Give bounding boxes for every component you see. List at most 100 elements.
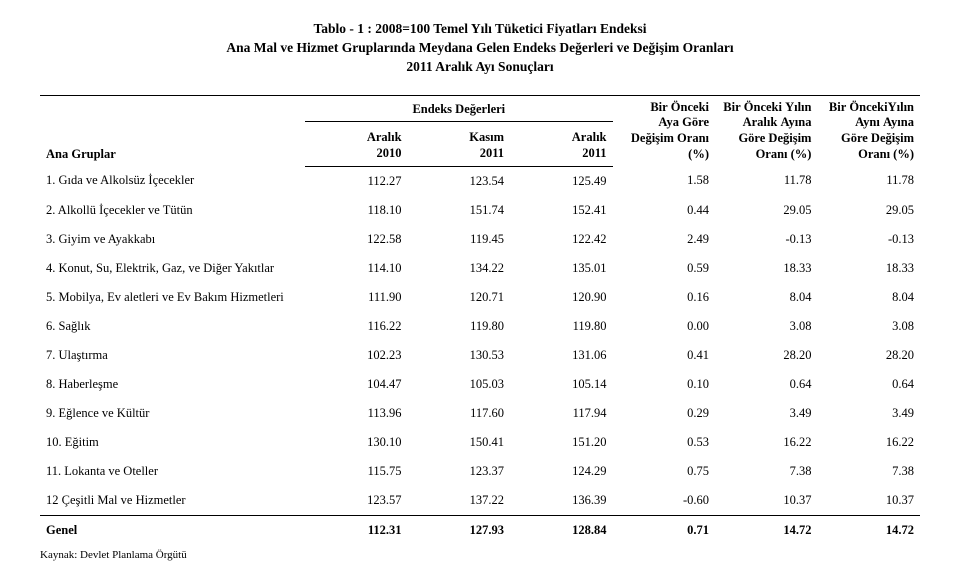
col-groups: Ana Gruplar (46, 147, 116, 161)
cell: 16.22 (715, 428, 817, 457)
cell: 128.84 (510, 515, 612, 545)
title-line-1: Tablo - 1 : 2008=100 Temel Yılı Tüketici… (40, 20, 920, 39)
row-label: 7. Ulaştırma (40, 341, 305, 370)
table-row: 10. Eğitim130.10150.41151.200.5316.2216.… (40, 428, 920, 457)
cell: 1.58 (613, 166, 715, 196)
cell: 151.20 (510, 428, 612, 457)
col2: Kasım2011 (408, 122, 510, 166)
table-row: 1. Gıda ve Alkolsüz İçecekler112.27123.5… (40, 166, 920, 196)
cell: -0.13 (817, 225, 920, 254)
row-label: 12 Çeşitli Mal ve Hizmetler (40, 486, 305, 516)
cell: 7.38 (715, 457, 817, 486)
cell: 0.29 (613, 399, 715, 428)
cell: 105.03 (408, 370, 510, 399)
total-row: Genel112.31127.93128.840.7114.7214.72 (40, 515, 920, 545)
cell: 28.20 (715, 341, 817, 370)
col4: Bir ÖncekiAya GöreDeğişim Oranı(%) (613, 95, 715, 166)
cell: 151.74 (408, 196, 510, 225)
table-body: 1. Gıda ve Alkolsüz İçecekler112.27123.5… (40, 166, 920, 545)
cell: 0.75 (613, 457, 715, 486)
cell: 29.05 (715, 196, 817, 225)
col-index-values: Endeks Değerleri (412, 102, 505, 116)
cell: 119.80 (510, 312, 612, 341)
cell: 123.57 (305, 486, 407, 516)
row-label: 5. Mobilya, Ev aletleri ve Ev Bakım Hizm… (40, 283, 305, 312)
cell: 137.22 (408, 486, 510, 516)
cell: 16.22 (817, 428, 920, 457)
cell: 3.08 (817, 312, 920, 341)
col1: Aralık2010 (305, 122, 407, 166)
cell: 135.01 (510, 254, 612, 283)
table-row: 8. Haberleşme104.47105.03105.140.100.640… (40, 370, 920, 399)
cell: 3.49 (817, 399, 920, 428)
cell: 18.33 (817, 254, 920, 283)
cell: 0.44 (613, 196, 715, 225)
cell: 7.38 (817, 457, 920, 486)
cell: 134.22 (408, 254, 510, 283)
row-label: 2. Alkollü İçecekler ve Tütün (40, 196, 305, 225)
cell: 115.75 (305, 457, 407, 486)
cell: 0.64 (817, 370, 920, 399)
cell: 29.05 (817, 196, 920, 225)
cell: 104.47 (305, 370, 407, 399)
table-row: 9. Eğlence ve Kültür113.96117.60117.940.… (40, 399, 920, 428)
cell: 120.71 (408, 283, 510, 312)
cell: 0.53 (613, 428, 715, 457)
table-row: 4. Konut, Su, Elektrik, Gaz, ve Diğer Ya… (40, 254, 920, 283)
cell: 117.60 (408, 399, 510, 428)
table-row: 7. Ulaştırma102.23130.53131.060.4128.202… (40, 341, 920, 370)
cell: 118.10 (305, 196, 407, 225)
row-label: 3. Giyim ve Ayakkabı (40, 225, 305, 254)
table-row: 6. Sağlık116.22119.80119.800.003.083.08 (40, 312, 920, 341)
title-block: Tablo - 1 : 2008=100 Temel Yılı Tüketici… (40, 20, 920, 77)
cell: 8.04 (817, 283, 920, 312)
table-row: 3. Giyim ve Ayakkabı122.58119.45122.422.… (40, 225, 920, 254)
title-line-2: Ana Mal ve Hizmet Gruplarında Meydana Ge… (40, 39, 920, 58)
row-label: 10. Eğitim (40, 428, 305, 457)
cell: 102.23 (305, 341, 407, 370)
col3: Aralık2011 (510, 122, 612, 166)
table-row: 5. Mobilya, Ev aletleri ve Ev Bakım Hizm… (40, 283, 920, 312)
table-row: 2. Alkollü İçecekler ve Tütün118.10151.7… (40, 196, 920, 225)
source-note: Kaynak: Devlet Planlama Örgütü (40, 549, 920, 561)
cell: 112.27 (305, 166, 407, 196)
cell: 10.37 (715, 486, 817, 516)
cell: 123.54 (408, 166, 510, 196)
cell: 130.10 (305, 428, 407, 457)
row-label: 8. Haberleşme (40, 370, 305, 399)
cell: 124.29 (510, 457, 612, 486)
cell: 136.39 (510, 486, 612, 516)
cell: -0.13 (715, 225, 817, 254)
cell: 116.22 (305, 312, 407, 341)
row-label: 6. Sağlık (40, 312, 305, 341)
cell: 0.59 (613, 254, 715, 283)
row-label: 11. Lokanta ve Oteller (40, 457, 305, 486)
cell: 8.04 (715, 283, 817, 312)
cell: 152.41 (510, 196, 612, 225)
row-label: 4. Konut, Su, Elektrik, Gaz, ve Diğer Ya… (40, 254, 305, 283)
title-line-3: 2011 Aralık Ayı Sonuçları (40, 58, 920, 77)
cell: 14.72 (817, 515, 920, 545)
cell: 3.08 (715, 312, 817, 341)
cell: 125.49 (510, 166, 612, 196)
cell: 0.64 (715, 370, 817, 399)
table-row: 11. Lokanta ve Oteller115.75123.37124.29… (40, 457, 920, 486)
cell: 131.06 (510, 341, 612, 370)
cell: 120.90 (510, 283, 612, 312)
cell: 114.10 (305, 254, 407, 283)
cell: 127.93 (408, 515, 510, 545)
cell: 28.20 (817, 341, 920, 370)
row-label: 1. Gıda ve Alkolsüz İçecekler (40, 166, 305, 196)
cell: 119.45 (408, 225, 510, 254)
cell: 113.96 (305, 399, 407, 428)
cell: 0.10 (613, 370, 715, 399)
cell: 119.80 (408, 312, 510, 341)
cell: 0.71 (613, 515, 715, 545)
cell: 18.33 (715, 254, 817, 283)
cell: 10.37 (817, 486, 920, 516)
cell: 11.78 (715, 166, 817, 196)
col6: Bir ÖncekiYılınAynı AyınaGöre DeğişimOra… (817, 95, 920, 166)
cell: -0.60 (613, 486, 715, 516)
cell: 122.42 (510, 225, 612, 254)
total-label: Genel (40, 515, 305, 545)
